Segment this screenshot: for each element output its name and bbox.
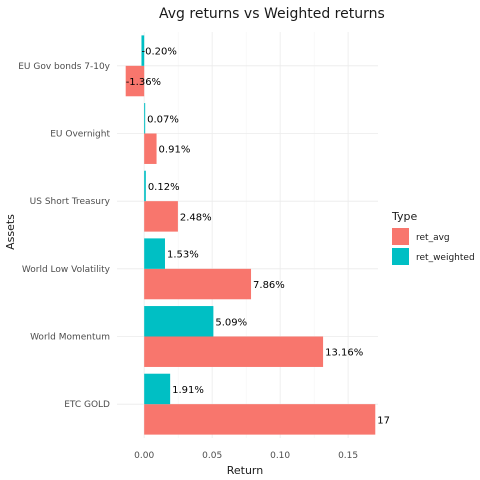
bar-ret_avg [144,201,178,232]
x-axis-tick-labels: 0.00 0.05 0.10 0.15 [134,451,358,461]
bar-ret_weighted [144,170,146,202]
bar-label-ret_avg: 2.48% [180,212,212,223]
legend-key-ret_weighted [392,248,409,265]
y-tick-label: World Low Volatility [22,265,111,275]
y-axis-tick-labels: EU Gov bonds 7-10y EU Overnight US Short T… [18,62,110,410]
legend-title: Type [391,210,417,223]
bar-label-ret_avg: 17 [377,415,390,426]
bar-label-ret_weighted: 1.91% [172,385,204,396]
bar-label-ret_avg: 0.91% [159,145,191,156]
bar-label-ret_weighted: 0.07% [147,114,179,125]
y-tick-label: EU Overnight [50,130,110,140]
bar-label-ret_weighted: 0.12% [148,182,180,193]
bar-ret_weighted [144,238,165,269]
legend-label-ret_weighted: ret_weighted [416,253,475,263]
bar-ret_avg [144,336,324,367]
bar-ret_avg [144,268,252,300]
legend-label-ret_avg: ret_avg [416,233,450,243]
bar-label-ret_weighted: -0.20% [141,47,176,58]
bar-label-ret_weighted: 1.53% [167,250,199,261]
bar-ret_weighted [144,306,214,337]
x-tick-label: 0.10 [270,451,290,461]
bar-ret_avg [144,404,376,435]
y-tick-label: EU Gov bonds 7-10y [18,62,110,72]
y-tick-label: ETC GOLD [64,400,110,410]
y-axis-title: Assets [4,214,17,250]
chart-title: Avg returns vs Weighted returns [159,6,385,22]
bar-label-ret_avg: 7.86% [253,280,285,291]
x-axis-title: Return [227,464,264,477]
legend-key-ret_avg [392,228,409,245]
bar-ret_weighted [144,103,146,134]
legend: Type ret_avg ret_weighted [391,210,475,265]
x-tick-label: 0.00 [134,451,154,461]
bar-label-ret_avg: -1.36% [126,77,161,88]
bar-ret_weighted [141,35,145,66]
x-tick-label: 0.15 [338,451,358,461]
y-tick-label: US Short Treasury [30,197,111,207]
x-tick-label: 0.05 [202,451,222,461]
bar-labels: -1.36% 0.91% 2.48% 7.86% 13.16% 17 -0.20% 0.07%… [126,47,390,427]
y-tick-label: World Momentum [30,333,110,343]
bars [125,35,376,435]
bar-label-ret_avg: 13.16% [325,348,363,359]
bar-ret_avg [125,65,145,97]
bar-label-ret_weighted: 5.09% [215,317,247,328]
bar-ret_weighted [144,373,171,405]
bar-ret_avg [144,133,157,164]
